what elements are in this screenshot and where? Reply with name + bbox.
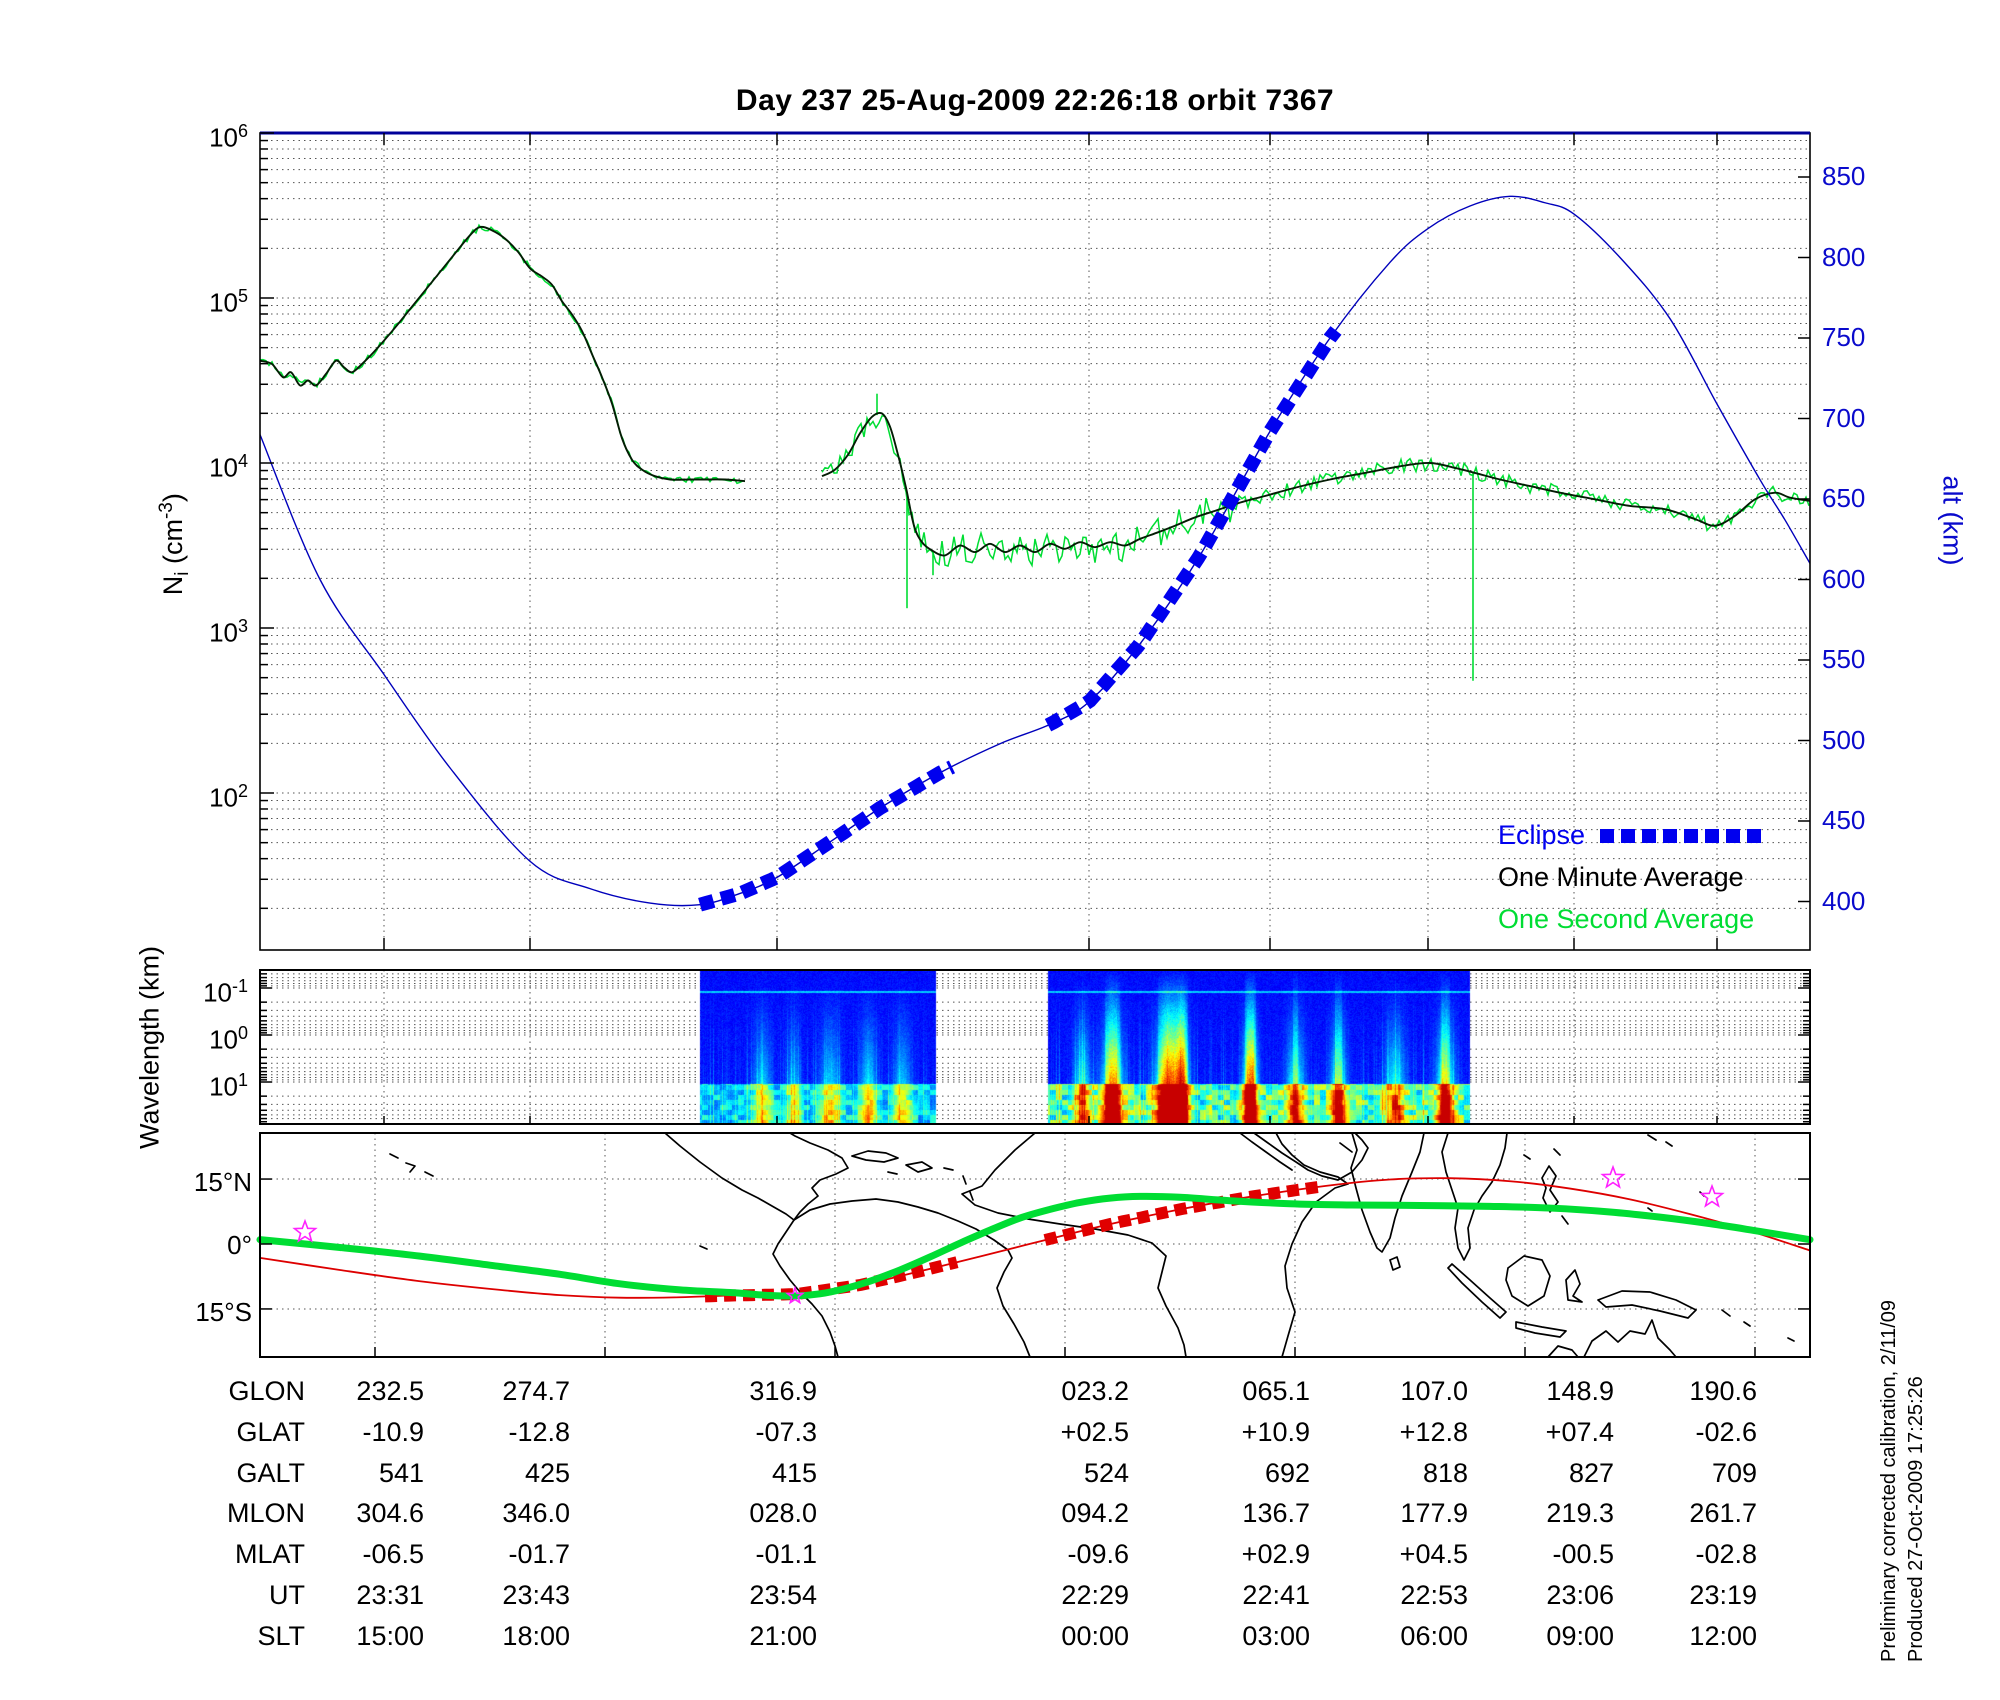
table-cell-glat-1: -12.8 (508, 1416, 570, 1447)
table-cell-glat-2: -07.3 (755, 1416, 817, 1447)
table-cell-glon-6: 148.9 (1546, 1376, 1614, 1406)
table-cell-galt-3: 524 (1083, 1457, 1129, 1488)
table-cell-slt-3: 00:00 (1061, 1620, 1129, 1651)
table-cell-ut-2: 23:54 (749, 1580, 817, 1610)
table-cell-glon-5: 107.0 (1400, 1376, 1468, 1406)
table-cell-glat-7: -02.6 (1695, 1416, 1757, 1447)
table-cell-mlon-7: 261.7 (1689, 1498, 1757, 1529)
table-cell-slt-2: 21:00 (749, 1620, 817, 1651)
table-cell-mlat-2: -01.1 (755, 1539, 817, 1570)
table-cell-galt-7: 709 (1711, 1457, 1757, 1488)
alt-ytick-700: 700 (1822, 402, 1866, 433)
legend-eclipse-label: Eclipse (1498, 820, 1586, 850)
table-cell-slt-7: 12:00 (1689, 1620, 1757, 1651)
map-lat-15s-label: 15°S (195, 1297, 252, 1327)
table-cell-mlat-5: +04.5 (1399, 1539, 1468, 1570)
produced-note: Produced 27-Oct-2009 17:25:26 (1905, 1376, 1927, 1662)
alt-ytick-600: 600 (1822, 563, 1866, 594)
density-ytick-10e6: 106 (209, 121, 248, 153)
table-cell-mlat-0: -06.5 (362, 1539, 424, 1570)
table-cell-mlat-4: +02.9 (1241, 1539, 1310, 1570)
alt-axis-label: alt (km) (1937, 475, 1968, 566)
table-cell-glat-0: -10.9 (362, 1416, 424, 1447)
table-cell-ut-7: 23:19 (1689, 1580, 1757, 1610)
table-cell-ut-6: 23:06 (1546, 1580, 1614, 1610)
density-ytick-10e4: 104 (209, 451, 248, 483)
table-cell-ut-3: 22:29 (1061, 1580, 1129, 1610)
table-cell-slt-4: 03:00 (1242, 1620, 1310, 1651)
alt-ytick-800: 800 (1822, 241, 1866, 272)
table-row-label-mlat: MLAT (234, 1539, 305, 1570)
wavelength-ytick-10e-1: 10-1 (203, 976, 248, 1008)
table-cell-glon-4: 065.1 (1242, 1376, 1310, 1406)
table-cell-ut-4: 22:41 (1242, 1580, 1310, 1610)
table-cell-glat-5: +12.8 (1399, 1416, 1468, 1447)
table-cell-glon-1: 274.7 (502, 1376, 570, 1406)
table-cell-mlat-7: -02.8 (1695, 1539, 1757, 1570)
table-row-label-glat: GLAT (236, 1416, 305, 1447)
table-cell-galt-2: 415 (771, 1457, 817, 1488)
wavelength-ytick-10e1: 101 (209, 1070, 248, 1102)
table-cell-slt-6: 09:00 (1546, 1620, 1614, 1651)
table-cell-mlon-3: 094.2 (1061, 1498, 1129, 1529)
table-cell-galt-5: 818 (1422, 1457, 1468, 1488)
alt-ytick-750: 750 (1822, 322, 1866, 352)
table-cell-glon-7: 190.6 (1689, 1376, 1757, 1406)
table-cell-glon-0: 232.5 (356, 1376, 424, 1406)
legend-minute-label: One Minute Average (1498, 862, 1744, 892)
alt-ytick-400: 400 (1822, 885, 1866, 916)
table-cell-mlon-2: 028.0 (749, 1498, 817, 1529)
table-cell-mlat-1: -01.7 (508, 1539, 570, 1570)
table-cell-galt-1: 425 (524, 1457, 570, 1488)
alt-ytick-650: 650 (1822, 483, 1866, 513)
table-row-label-galt: GALT (236, 1457, 305, 1488)
table-cell-slt-5: 06:00 (1400, 1620, 1468, 1651)
table-cell-galt-6: 827 (1568, 1457, 1614, 1488)
map-lat-15n-label: 15°N (193, 1167, 252, 1197)
table-cell-ut-5: 22:53 (1400, 1580, 1468, 1610)
alt-ytick-550: 550 (1822, 644, 1866, 674)
density-ytick-10e3: 103 (209, 616, 248, 648)
table-cell-mlon-0: 304.6 (356, 1498, 424, 1529)
map-lat-0-label: 0° (227, 1230, 252, 1260)
table-cell-slt-1: 18:00 (502, 1620, 570, 1651)
wavelength-spectrogram-canvas (260, 970, 1810, 1124)
table-row-label-mlon: MLON (226, 1498, 305, 1529)
table-cell-galt-4: 692 (1264, 1457, 1310, 1488)
density-ytick-10e2: 102 (209, 781, 248, 813)
table-cell-mlon-1: 346.0 (502, 1498, 570, 1529)
density-ytick-10e5: 105 (209, 286, 248, 318)
table-cell-slt-0: 15:00 (356, 1620, 424, 1651)
density-axis-label: Ni (cm-3) (155, 493, 194, 596)
table-row-label-slt: SLT (257, 1620, 305, 1651)
table-cell-mlon-6: 219.3 (1546, 1498, 1614, 1529)
table-row-label-glon: GLON (228, 1376, 305, 1406)
calibration-note: Preliminary corrected calibration, 2/11/… (1878, 1299, 1900, 1662)
legend-second-label: One Second Average (1498, 904, 1755, 934)
table-cell-glon-2: 316.9 (749, 1376, 817, 1406)
alt-ytick-450: 450 (1822, 805, 1866, 835)
table-row-label-ut: UT (269, 1580, 305, 1610)
table-cell-mlat-6: -00.5 (1552, 1539, 1614, 1570)
table-cell-galt-0: 541 (378, 1457, 424, 1488)
table-cell-mlon-5: 177.9 (1400, 1498, 1468, 1529)
table-cell-glat-6: +07.4 (1545, 1416, 1614, 1447)
table-cell-mlat-3: -09.6 (1067, 1539, 1129, 1570)
wavelength-ytick-10e0: 100 (209, 1023, 248, 1055)
table-cell-glon-3: 023.2 (1061, 1376, 1129, 1406)
table-cell-glat-4: +10.9 (1241, 1416, 1310, 1447)
table-cell-ut-0: 23:31 (356, 1580, 424, 1610)
table-cell-glat-3: +02.5 (1060, 1416, 1129, 1447)
alt-ytick-500: 500 (1822, 724, 1866, 755)
table-cell-ut-1: 23:43 (502, 1580, 570, 1610)
alt-ytick-850: 850 (1822, 161, 1866, 191)
table-cell-mlon-4: 136.7 (1242, 1498, 1310, 1529)
page-title: Day 237 25-Aug-2009 22:26:18 orbit 7367 (735, 84, 1335, 117)
